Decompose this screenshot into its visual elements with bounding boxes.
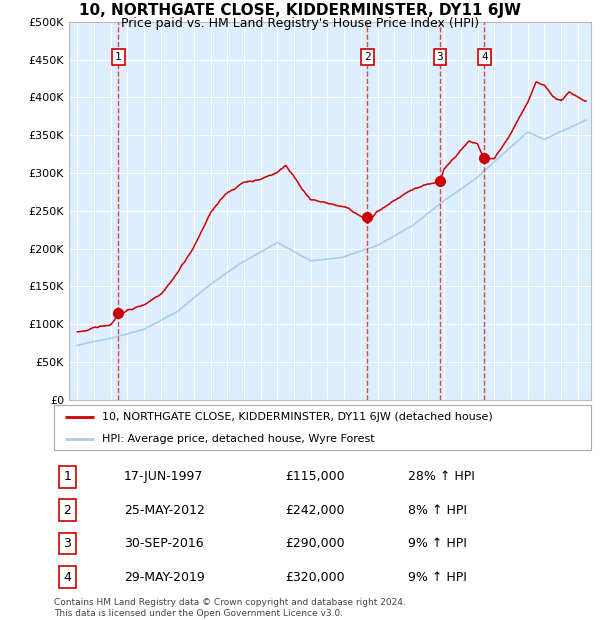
Text: Contains HM Land Registry data © Crown copyright and database right 2024.
This d: Contains HM Land Registry data © Crown c… [54,598,406,618]
Text: 8% ↑ HPI: 8% ↑ HPI [409,503,467,516]
Text: 9% ↑ HPI: 9% ↑ HPI [409,537,467,550]
Text: 3: 3 [64,537,71,550]
Text: 2: 2 [364,52,371,62]
Text: 3: 3 [437,52,443,62]
Text: 9% ↑ HPI: 9% ↑ HPI [409,570,467,583]
Text: 2: 2 [64,503,71,516]
Text: HPI: Average price, detached house, Wyre Forest: HPI: Average price, detached house, Wyre… [103,434,375,445]
Text: 28% ↑ HPI: 28% ↑ HPI [409,470,475,483]
Text: 25-MAY-2012: 25-MAY-2012 [124,503,205,516]
Text: 1: 1 [115,52,122,62]
Text: 10, NORTHGATE CLOSE, KIDDERMINSTER, DY11 6JW: 10, NORTHGATE CLOSE, KIDDERMINSTER, DY11… [79,3,521,18]
Text: 4: 4 [64,570,71,583]
Text: 29-MAY-2019: 29-MAY-2019 [124,570,205,583]
Text: 10, NORTHGATE CLOSE, KIDDERMINSTER, DY11 6JW (detached house): 10, NORTHGATE CLOSE, KIDDERMINSTER, DY11… [103,412,493,422]
Text: £242,000: £242,000 [285,503,344,516]
Text: 30-SEP-2016: 30-SEP-2016 [124,537,203,550]
Text: 17-JUN-1997: 17-JUN-1997 [124,470,203,483]
Text: 4: 4 [481,52,488,62]
Text: Price paid vs. HM Land Registry's House Price Index (HPI): Price paid vs. HM Land Registry's House … [121,17,479,30]
Text: £290,000: £290,000 [285,537,344,550]
Text: 1: 1 [64,470,71,483]
Text: £320,000: £320,000 [285,570,344,583]
Text: £115,000: £115,000 [285,470,344,483]
